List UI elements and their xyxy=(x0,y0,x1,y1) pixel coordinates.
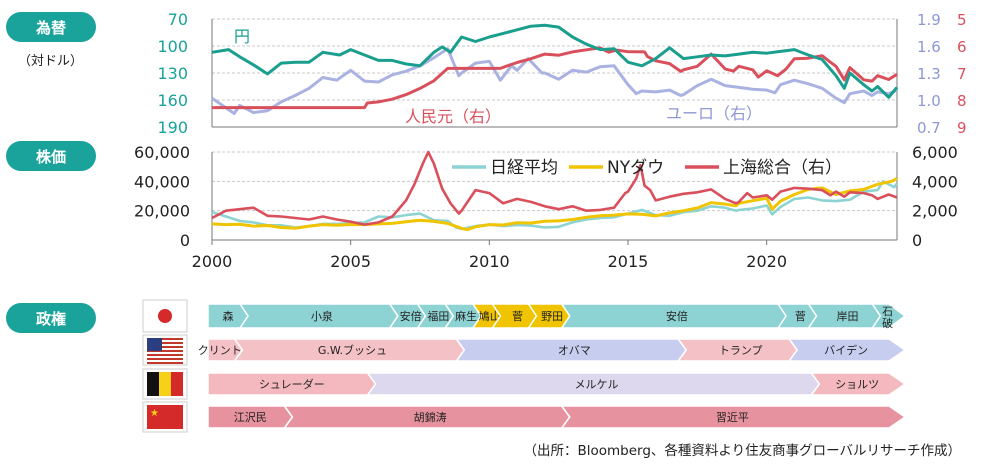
government-label: 菅 xyxy=(512,310,523,323)
germany-flag-band xyxy=(171,372,183,396)
fx-eur-tick-label: 1.3 xyxy=(917,65,941,83)
government-label: 菅 xyxy=(795,310,806,323)
fx-cny-tick-label: 5 xyxy=(957,11,967,29)
government-label: 安倍 xyxy=(400,309,422,323)
fx-left-tick-label: 160 xyxy=(157,91,188,110)
government-label: 江沢民 xyxy=(234,410,267,424)
government-label: バイデン xyxy=(824,343,868,357)
government-label: 石 xyxy=(882,305,893,318)
source-note: （出所：Bloomberg、各種資料より住友商事グローバルリサーチ作成） xyxy=(523,443,961,459)
germany-flag-band xyxy=(159,372,171,396)
usa-flag-stripe xyxy=(147,338,183,340)
x-tick-label: 2010 xyxy=(469,252,510,271)
usa-flag-stripe xyxy=(147,342,183,344)
fx-section-label: 為替 xyxy=(6,12,96,42)
usa-flag-canton xyxy=(147,338,162,351)
fx-left-tick-label: 130 xyxy=(157,64,188,83)
cny-series-line xyxy=(212,46,898,110)
fx-left-tick-label: 100 xyxy=(157,37,188,56)
jpy-series-line xyxy=(211,23,899,99)
x-tick-label: 2000 xyxy=(192,252,233,271)
government-label: 破 xyxy=(882,316,893,330)
government-label: メルケル xyxy=(574,378,618,391)
stock-left-tick-label: 40,000 xyxy=(134,172,190,191)
stock-right-tick-label: 0 xyxy=(912,231,922,250)
legend-nikkei-label: 日経平均 xyxy=(490,158,558,178)
x-tick-label: 2020 xyxy=(746,252,787,271)
fx-cny-tick-label: 8 xyxy=(957,92,967,110)
government-label: 習近平 xyxy=(716,411,749,424)
fx-cny-tick-label: 6 xyxy=(957,38,967,56)
government-segment xyxy=(870,303,907,329)
fx-eur-tick-label: 1.0 xyxy=(917,92,941,110)
stock-left-tick-label: 0 xyxy=(180,231,190,250)
jpy-series-label: 円 xyxy=(234,27,250,46)
usa-flag-stripe xyxy=(147,358,183,360)
fx-eur-tick-label: 0.7 xyxy=(917,119,941,137)
x-tick-label: 2005 xyxy=(330,252,371,271)
government-label: 胡錦涛 xyxy=(414,410,447,424)
china-flag-field xyxy=(147,405,183,429)
government-label: シュレーダー xyxy=(259,377,325,391)
government-label: 福田 xyxy=(427,309,449,323)
fx-left-tick-label: 190 xyxy=(157,118,188,137)
government-label: トランプ xyxy=(719,344,763,357)
cny-series-label: 人民元（右） xyxy=(405,107,501,126)
fx-cny-tick-label: 7 xyxy=(957,65,967,83)
dow-series-line xyxy=(211,177,898,232)
usa-flag-stripe xyxy=(147,346,183,348)
government-label: 安倍 xyxy=(666,309,688,323)
fx-cny-tick-label: 9 xyxy=(957,119,967,137)
government-label: オバマ xyxy=(558,344,591,357)
stock-right-tick-label: 2,000 xyxy=(912,202,958,221)
government-label: ショルツ xyxy=(835,378,879,391)
germany-flag-band xyxy=(147,372,159,396)
legend-dow-label: NYダウ xyxy=(607,158,664,178)
stock-left-tick-label: 20,000 xyxy=(134,202,190,221)
fx-left-tick-label: 70 xyxy=(168,10,188,29)
government-segment xyxy=(560,405,907,429)
usa-flag-stripe xyxy=(147,350,183,352)
legend-shanghai-label: 上海総合（右） xyxy=(723,158,842,178)
government-label: G.W.ブッシュ xyxy=(318,343,387,357)
government-segment xyxy=(787,338,907,362)
stocks-section-label: 株価 xyxy=(6,141,96,171)
stock-left-tick-label: 60,000 xyxy=(134,143,190,162)
government-label: 鳩山 xyxy=(479,309,501,323)
government-label: 小泉 xyxy=(311,309,333,323)
fx-unit-note: （対ドル） xyxy=(18,54,84,69)
eur-series-label: ユーロ（右） xyxy=(666,104,762,123)
stock-right-tick-label: 4,000 xyxy=(912,172,958,191)
x-tick-label: 2015 xyxy=(608,252,649,271)
usa-flag-stripe xyxy=(147,362,183,364)
government-label: 森 xyxy=(223,309,234,323)
eur-series-line xyxy=(211,47,898,115)
usa-flag-stripe xyxy=(147,354,183,356)
government-label: 岸田 xyxy=(836,310,858,323)
government-segment xyxy=(809,372,907,396)
fx-eur-tick-label: 1.6 xyxy=(917,38,941,56)
shanghai-series-line xyxy=(211,150,898,226)
china-flag-star: ★ xyxy=(150,408,159,419)
fx-eur-tick-label: 1.9 xyxy=(917,11,941,29)
politics-section-label: 政権 xyxy=(6,303,96,333)
government-label: 野田 xyxy=(541,310,563,323)
stock-right-tick-label: 6,000 xyxy=(912,143,958,162)
japan-flag-sun xyxy=(158,309,172,323)
government-label: 麻生 xyxy=(455,309,477,323)
